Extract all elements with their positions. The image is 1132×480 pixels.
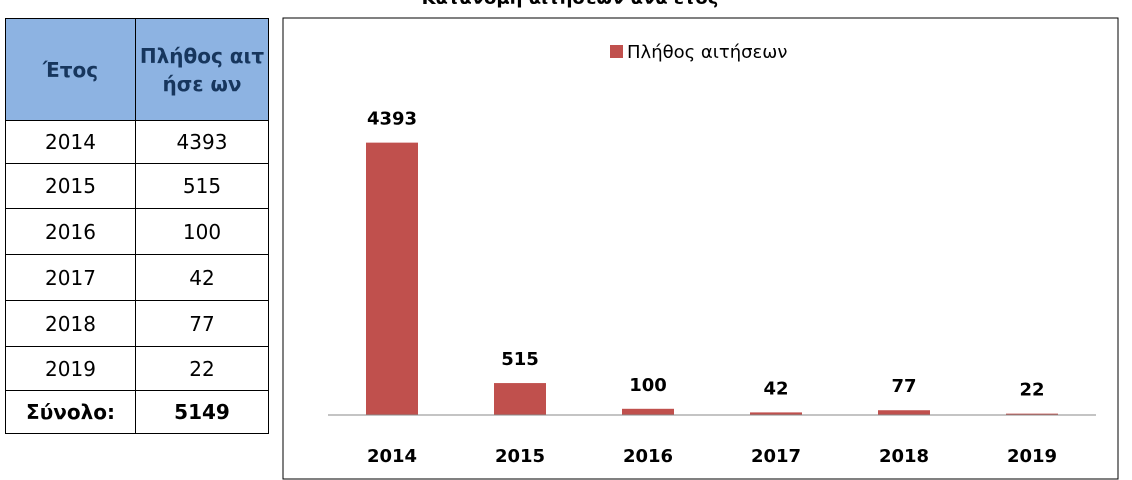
table-row: 2015 515 <box>5 163 269 209</box>
bar <box>494 383 546 415</box>
x-tick-label: 2019 <box>1007 446 1057 467</box>
data-table: Έτος Πλήθος αιτήσε ων 2014 4393 2015 515 2016 1… <box>5 18 269 434</box>
bar <box>1006 413 1058 415</box>
legend-label: Πλήθος αιτήσεων <box>627 42 787 63</box>
bar <box>878 410 930 415</box>
table-row: Σύνολο: 5149 <box>5 390 269 434</box>
x-tick-label: 2017 <box>751 446 801 467</box>
x-tick-label: 2018 <box>879 446 929 467</box>
x-tick-label: 2015 <box>495 446 545 467</box>
table-cell: 2018 <box>5 300 136 347</box>
table-row: 2016 100 <box>5 208 269 255</box>
data-label: 22 <box>1019 380 1044 401</box>
table-row: 2017 42 <box>5 254 269 301</box>
table-cell: Πλήθος αιτήσε ων <box>135 18 269 121</box>
x-tick-label: 2014 <box>367 446 417 467</box>
bar <box>366 142 418 415</box>
bar <box>750 412 802 415</box>
legend-swatch <box>610 45 623 58</box>
table-row: 2018 77 <box>5 300 269 347</box>
chart-frame <box>282 17 1119 480</box>
table-row: 2019 22 <box>5 346 269 391</box>
x-tick-label: 2016 <box>623 446 673 467</box>
chart-title: Κατανομή αιτήσεων ανά έτος <box>422 0 719 9</box>
data-label: 42 <box>763 378 788 399</box>
bar <box>622 408 674 415</box>
table-cell: 2016 <box>5 208 136 255</box>
data-label: 4393 <box>367 109 417 130</box>
data-label: 515 <box>501 349 539 370</box>
table-cell: Έτος <box>5 18 136 121</box>
data-label: 100 <box>629 375 667 396</box>
table-cell: 5149 <box>135 390 269 434</box>
table-cell: 42 <box>135 254 269 301</box>
table-cell: 4393 <box>135 120 269 164</box>
table-cell: 515 <box>135 163 269 209</box>
table-cell: Σύνολο: <box>5 390 136 434</box>
table-row: Έτος Πλήθος αιτήσε ων <box>5 18 269 121</box>
table-cell: 22 <box>135 346 269 391</box>
data-label: 77 <box>891 376 916 397</box>
table-cell: 2017 <box>5 254 136 301</box>
